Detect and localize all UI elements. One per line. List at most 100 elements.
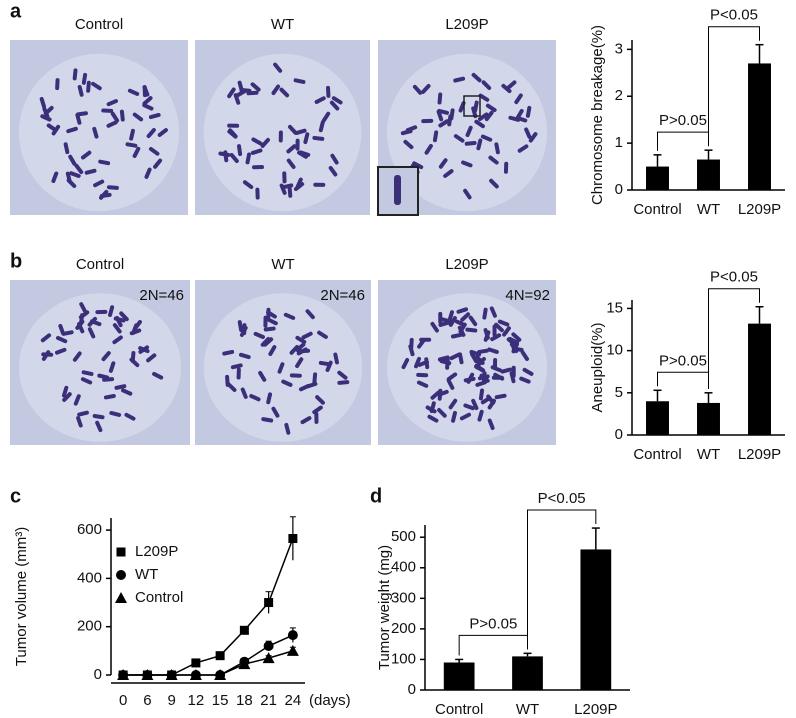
chromosome (438, 311, 443, 324)
significance-bracket (527, 509, 597, 650)
chromosome (312, 372, 318, 385)
chromosome (278, 130, 283, 143)
chromosome (443, 169, 454, 178)
chromosome (453, 76, 466, 83)
chromosome (314, 411, 319, 424)
chromosome (476, 138, 483, 151)
chromosome (318, 120, 325, 133)
chromosome (261, 417, 274, 423)
chromosome (460, 312, 471, 322)
marker (214, 669, 227, 680)
chromosome (119, 311, 129, 322)
chromosome (321, 111, 331, 123)
chromosome (113, 316, 126, 323)
x-tick-label: Control (633, 201, 681, 218)
chromosome (263, 315, 268, 328)
chromosome (412, 84, 423, 95)
chromosome (301, 331, 313, 340)
chromosome (414, 356, 422, 369)
chromosome (99, 189, 109, 200)
chromosome (463, 188, 472, 200)
bar (443, 662, 475, 690)
y-axis-label: Tumor volume (mm³) (13, 527, 30, 666)
chromosome (298, 150, 311, 157)
chromosome (437, 408, 447, 418)
chromosome (101, 108, 114, 113)
x-tick-label: WT (697, 201, 720, 218)
chromosome (253, 331, 265, 340)
marker (239, 625, 249, 635)
chromosome (146, 128, 156, 139)
chromosome (519, 376, 531, 384)
chromosome (305, 309, 315, 320)
chromosome (91, 81, 102, 91)
chromosome (511, 332, 522, 342)
chromosome (266, 317, 278, 326)
chromosome (138, 346, 150, 354)
chromosome (237, 320, 244, 332)
chromosome (403, 139, 414, 150)
chromosome (412, 161, 424, 170)
chromosome (509, 342, 519, 354)
chromosome (522, 367, 534, 376)
chromosome (51, 171, 59, 183)
chromosome (503, 161, 509, 174)
chromosome (81, 370, 94, 376)
series-line (123, 650, 294, 676)
chromosome (419, 337, 432, 342)
chromosome (424, 143, 433, 155)
chromosome (463, 376, 476, 383)
chromosome (132, 112, 144, 122)
chromosome (447, 310, 454, 322)
chromosome (289, 373, 302, 378)
chromosome (129, 357, 140, 368)
marker (215, 651, 225, 661)
x-tick-label: Control (633, 446, 681, 463)
chromosome (75, 113, 82, 125)
marker (191, 658, 201, 668)
chromosome (81, 72, 88, 85)
chromosome (471, 106, 478, 119)
chromosome (112, 335, 123, 345)
chromosome (108, 361, 116, 373)
marker (238, 658, 251, 670)
chromosome (525, 105, 532, 118)
chromosome (439, 359, 452, 366)
chromosome (279, 87, 290, 98)
chromosome (132, 146, 141, 158)
chromosome (453, 134, 465, 143)
chromosome (255, 187, 260, 200)
chromosome (421, 84, 431, 94)
image-note: 2N=46 (139, 287, 184, 304)
chromosome (331, 96, 343, 105)
chromosome (86, 80, 91, 93)
chromosome (449, 108, 455, 121)
chromosome (109, 410, 122, 417)
chromosome (328, 165, 338, 177)
marker (287, 630, 298, 641)
chromosome (494, 142, 500, 155)
inset-chromosome (394, 175, 401, 205)
chromosome (448, 316, 457, 327)
chromosome (430, 390, 441, 400)
image-note: 4N=92 (505, 287, 550, 304)
chromosome (461, 160, 473, 168)
chromosome (312, 405, 323, 415)
chromosome (469, 349, 482, 357)
x-tick-label: 12 (188, 692, 205, 709)
chromosome (298, 348, 311, 354)
chromosome (72, 68, 78, 81)
significance-bracket (458, 634, 528, 656)
bar (512, 656, 543, 690)
chromosome (492, 324, 497, 337)
y-axis-label: Aneuploid(%) (589, 322, 606, 412)
y-tick-label: 0 (94, 666, 102, 683)
chromosome (312, 135, 325, 141)
chromosome (80, 377, 93, 385)
chromosome (494, 322, 504, 333)
legend-label: L209P (135, 543, 178, 560)
chromosome (54, 347, 67, 355)
y-tick-label: 3 (615, 40, 623, 57)
chromosome (242, 180, 254, 190)
chromosome (481, 80, 492, 91)
